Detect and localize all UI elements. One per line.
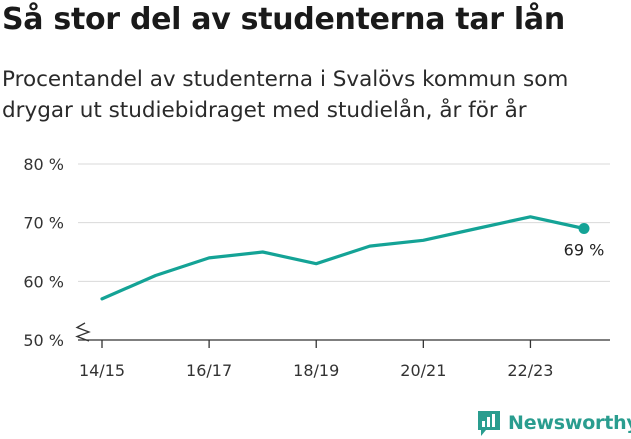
series-polyline: [100, 215, 586, 301]
x-tick-label: 16/17: [186, 361, 232, 380]
x-tick-label: 22/23: [507, 361, 553, 380]
end-value-label: 69 %: [564, 241, 605, 260]
end-point-marker: [578, 223, 590, 235]
x-axis-ticks: 14/15 16/17 18/19 20/21 22/23: [79, 340, 553, 380]
axis-break-icon: [75, 322, 91, 342]
grid-lines: [78, 163, 610, 282]
y-tick-label: 60 %: [23, 272, 64, 291]
x-tick-label: 20/21: [400, 361, 446, 380]
bar-chart-badge-icon: [478, 411, 500, 436]
x-tick-label: 18/19: [293, 361, 339, 380]
x-tick-label: 14/15: [79, 361, 125, 380]
chart-subtitle: Procentandel av studenterna i Svalövs ko…: [2, 67, 569, 123]
line-chart: 80 % 70 % 60 % 50 % 14/15 16/17 18/19 20/21 22/…: [23, 155, 610, 380]
chart-title: Så stor del av studenterna tar lån: [2, 2, 565, 37]
y-tick-label: 80 %: [23, 155, 64, 174]
y-axis-ticks: 80 % 70 % 60 % 50 %: [23, 155, 64, 350]
y-tick-label: 70 %: [23, 214, 64, 233]
series-line: [100, 215, 590, 301]
brand-name: Newsworthy: [508, 412, 631, 434]
y-tick-label: 50 %: [23, 331, 64, 350]
newsworthy-logo: Newsworthy: [476, 408, 631, 438]
